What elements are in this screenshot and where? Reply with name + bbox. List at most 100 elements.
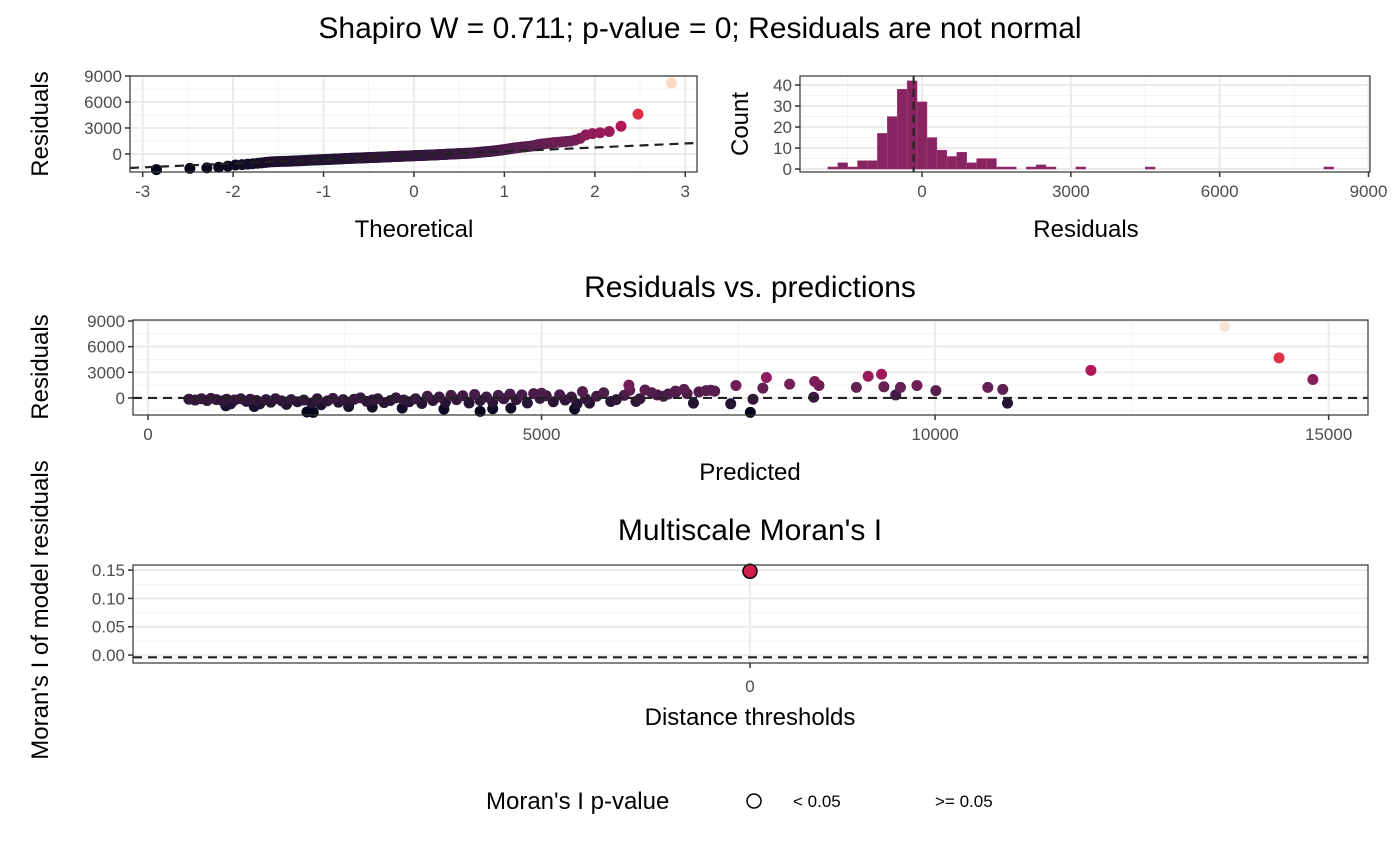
moran-y-label: Moran's I of model residuals [27,460,54,759]
hist-x-tick-label: 0 [917,182,926,201]
resid-pred-point [862,370,874,382]
resid-pred-point [521,397,533,409]
resid-pred-point [598,387,610,399]
histogram-bar [1045,166,1057,170]
histogram-bar [1323,166,1335,170]
histogram-bar [926,137,938,170]
histogram-bar [916,101,928,170]
resid-pred-y-tick-label: 0 [116,389,125,408]
legend: Moran's I p-value < 0.05 >= 0.05 [486,788,993,815]
histogram-bar [976,158,987,170]
resid-pred-point [678,383,690,395]
hist-border [799,75,1371,173]
resid-pred-y-tick-label: 9000 [87,312,125,331]
moran-border [132,564,1369,664]
resid-pred-point [260,394,272,406]
resid-pred-point [492,389,504,401]
resid-pred-point [623,379,635,391]
histogram-bar [1006,166,1017,170]
histogram-bar [887,116,898,170]
resid-pred-point [337,394,349,406]
resid-pred-x-tick-label: 5000 [523,425,561,444]
histogram-bar [1035,164,1047,170]
resid-pred-point [536,387,548,399]
moran-y-tick-label: 0.10 [92,589,125,608]
resid-pred-point [744,406,756,418]
resid-pred-point [784,378,796,390]
resid-pred-point [669,385,681,397]
resid-pred-point [285,394,297,406]
resid-pred-point [911,379,923,391]
histogram-bar [966,162,977,170]
resid-pred-point [725,398,737,410]
resid-pred-point [445,389,457,401]
hist-y-tick-label: 10 [773,139,792,158]
resid-pred-point [474,405,486,417]
resid-pred-x-label: Predicted [699,459,800,486]
resid-pred-point [982,381,994,393]
resid-pred-point [576,386,588,398]
hist-x-tick-label: 3000 [1052,182,1090,201]
resid-pred-point [639,384,651,396]
hist-x-tick-label: 6000 [1201,182,1239,201]
resid-pred-y-label: Residuals [27,314,54,419]
histogram-bar [837,162,848,170]
qq-reference-line [129,141,698,170]
qq-x-tick-label: 3 [681,182,690,201]
resid-pred-point [809,376,821,388]
histogram-bar [827,166,838,170]
resid-pred-point [244,393,256,405]
histogram-plot: 0 3000 6000 9000 0 10 20 30 40 [773,75,1388,201]
histogram-bar [956,152,967,170]
resid-pred-point [463,397,475,409]
resid-pred-point [850,381,862,393]
resid-pred-point [876,368,888,380]
legend-entry-lt: < 0.05 [793,792,841,811]
moran-y-tick-label: 0.05 [92,618,125,637]
resid-pred-x-tick-label: 15000 [1305,425,1352,444]
histogram-bar [906,80,918,170]
qq-x-label: Theoretical [355,216,474,243]
histogram-bar [986,158,997,170]
hist-x-tick-label: 9000 [1350,182,1388,201]
histogram-bar [936,149,948,170]
histogram-bar [857,160,868,170]
qq-y-tick-label: 3000 [84,119,122,138]
hist-y-tick-label: 40 [773,76,792,95]
moran-x-tick-label: 0 [745,677,754,696]
qq-point [594,127,606,139]
histogram-bar [1075,166,1086,170]
resid-pred-point [528,388,540,400]
qq-y-tick-label: 6000 [84,93,122,112]
qq-y-tick-label: 9000 [84,67,122,86]
qq-point [632,108,644,120]
qq-y-label: Residuals [27,71,54,176]
resid-pred-point [410,393,422,405]
resid-pred-point [457,390,469,402]
qq-y-tick-label: 0 [113,145,122,164]
resid-pred-title: Residuals vs. predictions [584,271,916,304]
hist-y-label: Count [727,92,754,156]
resid-pred-point [505,402,517,414]
resid-pred-point [894,381,906,393]
qq-x-tick-label: -3 [135,182,150,201]
resid-pred-point [421,390,433,402]
legend-circle-icon [746,793,762,809]
resid-pred-point [760,372,772,384]
hist-y-tick-label: 30 [773,97,792,116]
hist-x-label: Residuals [1033,216,1138,243]
histogram-bar [896,88,908,170]
qq-x-tick-label: 2 [590,182,599,201]
resid-pred-y-tick-label: 3000 [87,363,125,382]
resid-pred-point [634,393,646,405]
qq-point [665,77,677,89]
histogram-bar [847,166,858,170]
qq-border [129,75,698,173]
histogram-bar [1025,166,1037,170]
moran-plot: 0.00 0.05 0.10 0.15 0 [92,561,1369,696]
qq-point [603,125,615,137]
histogram-bar [1145,166,1156,170]
resid-pred-border [132,319,1369,416]
resid-pred-point [730,379,742,391]
